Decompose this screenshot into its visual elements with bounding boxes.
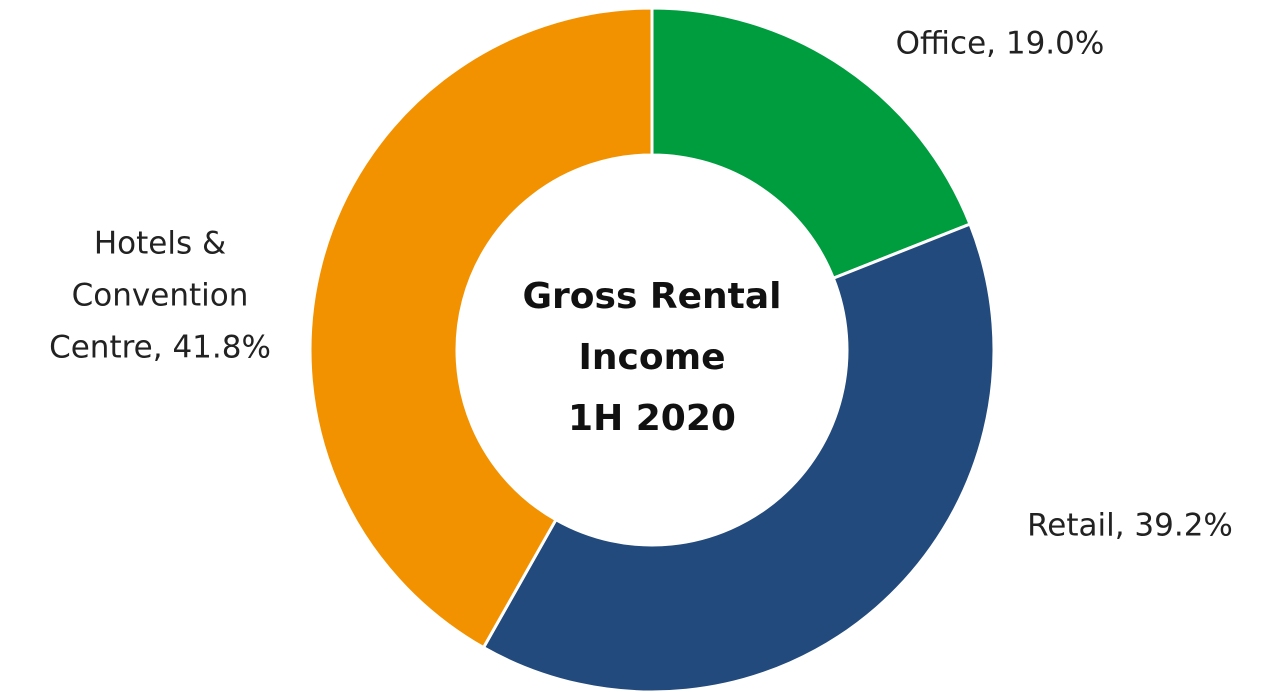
data-label: Retail, 39.2%: [1027, 508, 1233, 544]
data-label: Convention: [72, 278, 249, 314]
donut-slice: [650, 6, 972, 281]
chart-title: Income: [578, 337, 725, 378]
data-label: Office, 19.0%: [896, 26, 1105, 62]
chart-title: Gross Rental: [522, 276, 781, 317]
data-label: Centre, 41.8%: [49, 330, 271, 366]
chart-title: 1H 2020: [568, 398, 736, 439]
data-label: Hotels &: [94, 226, 226, 262]
donut-slice: [308, 6, 654, 650]
donut-slice: [481, 222, 996, 692]
